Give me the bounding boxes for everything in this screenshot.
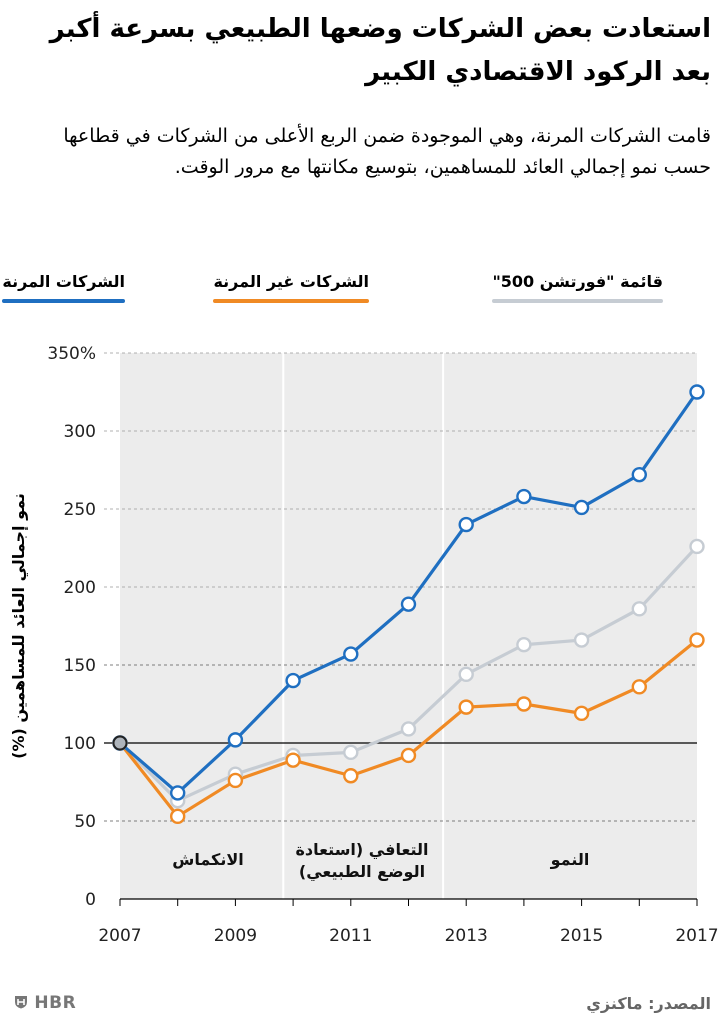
- legend-swatch-resilient: [2, 299, 125, 303]
- phase-label-3: النمو: [550, 850, 590, 869]
- source-note: المصدر: ماكنزي: [586, 994, 711, 1013]
- data-point-nonresilient-2013: [458, 699, 474, 715]
- data-point-resilient-2009: [227, 732, 244, 748]
- data-point-nonresilient-2008: [169, 808, 186, 825]
- legend-item-fortune: قائمة "فورتشن 500": [492, 272, 663, 303]
- data-point-fortune-2017: [689, 538, 705, 555]
- data-point-fortune-2012: [400, 721, 417, 737]
- phase-label-2: التعافي (استعادة الوضع الطبيعي): [295, 840, 428, 882]
- data-point-nonresilient-2016: [631, 679, 647, 695]
- data-point-nonresilient-2011: [343, 768, 359, 784]
- x-tick-label-2013: 2013: [445, 926, 488, 946]
- data-point-resilient-2010: [285, 672, 301, 689]
- legend-label-resilient: الشركات المرنة: [2, 272, 125, 291]
- plot-background: [120, 353, 697, 899]
- y-tick-label-300: 300: [64, 422, 96, 442]
- legend-swatch-fortune: [492, 299, 663, 303]
- legend-swatch-nonresilient: [213, 299, 369, 303]
- data-point-fortune-2015: [573, 632, 590, 648]
- legend-item-resilient: الشركات المرنة: [2, 272, 125, 303]
- chart-title: استعادت بعض الشركات وضعها الطبيعي بسرعة …: [49, 14, 711, 87]
- data-point-nonresilient-2010: [285, 752, 301, 768]
- y-axis-title: نمو إجمالي العائد للمساهمين (%): [9, 493, 29, 759]
- data-point-resilient-2012: [400, 596, 417, 612]
- x-tick-label-2009: 2009: [214, 926, 257, 946]
- data-point-fortune-2014: [516, 637, 532, 653]
- x-tick-label-2007: 2007: [98, 926, 141, 946]
- y-tick-label-150: 150: [64, 656, 96, 676]
- y-tick-label-200: 200: [64, 578, 96, 598]
- y-tick-label-350: 350%: [47, 344, 96, 364]
- y-tick-label-100: 100: [64, 734, 96, 754]
- data-point-nonresilient-2012: [400, 747, 417, 764]
- legend-label-fortune: قائمة "فورتشن 500": [492, 272, 663, 291]
- hbr-logo: HBR: [14, 993, 76, 1013]
- data-point-nonresilient-2014: [516, 696, 532, 712]
- y-tick-label-0: 0: [85, 890, 96, 910]
- shield-icon: [15, 996, 27, 1009]
- hbr-logo-text: HBR: [34, 993, 77, 1013]
- legend-label-nonresilient: الشركات غير المرنة: [213, 272, 369, 291]
- data-point-resilient-2015: [573, 499, 590, 516]
- data-point-nonresilient-2017: [689, 632, 705, 648]
- data-point-fortune-2011: [343, 744, 359, 761]
- data-point-resilient-2014: [516, 488, 532, 505]
- chart-subtitle: قامت الشركات المرنة، وهي الموجودة ضمن ال…: [63, 125, 711, 178]
- x-tick-label-2017: 2017: [675, 926, 718, 946]
- data-point-resilient-2008: [169, 785, 186, 801]
- y-tick-label-250: 250: [64, 500, 96, 520]
- phase-label-1: الانكماش: [172, 850, 244, 869]
- data-point-start-2007: [112, 735, 128, 751]
- data-point-fortune-2016: [631, 601, 647, 617]
- data-point-resilient-2011: [343, 646, 359, 662]
- data-point-fortune-2013: [458, 666, 474, 683]
- data-point-nonresilient-2009: [227, 772, 244, 789]
- x-tick-label-2015: 2015: [560, 926, 603, 946]
- data-point-resilient-2016: [631, 466, 647, 483]
- legend-item-nonresilient: الشركات غير المرنة: [213, 272, 369, 303]
- data-point-resilient-2013: [458, 516, 474, 533]
- data-point-nonresilient-2015: [573, 705, 590, 722]
- data-point-resilient-2017: [689, 384, 705, 400]
- y-tick-label-50: 50: [74, 812, 96, 832]
- x-tick-label-2011: 2011: [329, 926, 372, 946]
